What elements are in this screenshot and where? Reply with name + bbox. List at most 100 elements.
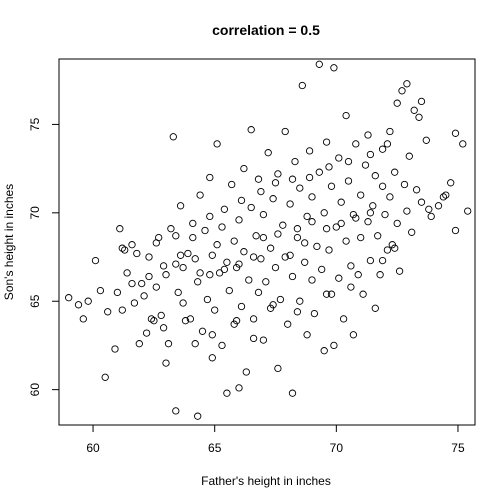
data-points bbox=[65, 60, 472, 420]
data-point bbox=[405, 152, 413, 160]
data-point bbox=[128, 279, 136, 288]
data-point bbox=[386, 127, 394, 136]
data-point bbox=[271, 263, 280, 272]
data-point bbox=[320, 347, 328, 355]
data-point bbox=[147, 315, 156, 323]
data-point bbox=[417, 198, 426, 206]
data-point bbox=[369, 202, 377, 210]
data-point bbox=[342, 111, 350, 120]
data-point bbox=[252, 232, 260, 240]
data-point bbox=[374, 232, 382, 240]
data-point bbox=[176, 251, 185, 259]
data-point bbox=[194, 412, 202, 420]
data-point bbox=[254, 175, 263, 183]
data-point bbox=[393, 99, 401, 107]
data-point bbox=[113, 288, 122, 297]
data-point bbox=[274, 170, 282, 178]
data-point bbox=[123, 269, 131, 277]
data-point bbox=[381, 210, 389, 219]
data-point bbox=[337, 219, 345, 228]
data-point bbox=[400, 180, 409, 189]
data-point bbox=[228, 180, 236, 189]
data-point bbox=[378, 256, 387, 265]
data-point bbox=[308, 276, 316, 284]
data-point bbox=[116, 225, 124, 233]
data-point bbox=[391, 168, 399, 176]
x-tick-label: 75 bbox=[451, 441, 465, 455]
data-point bbox=[347, 262, 355, 270]
data-point bbox=[371, 172, 379, 180]
data-point bbox=[179, 299, 187, 307]
x-axis: 60 65 70 75 bbox=[86, 424, 465, 455]
data-point bbox=[157, 311, 165, 320]
data-point bbox=[291, 157, 299, 166]
data-point bbox=[249, 253, 258, 261]
data-point bbox=[145, 253, 153, 261]
plot-area-frame bbox=[58, 58, 476, 426]
data-point bbox=[223, 258, 231, 266]
data-point bbox=[74, 301, 83, 309]
data-point bbox=[320, 209, 328, 217]
data-point bbox=[378, 182, 387, 190]
data-point bbox=[152, 283, 160, 291]
data-point bbox=[118, 306, 126, 314]
data-point bbox=[189, 233, 197, 242]
data-point bbox=[398, 87, 406, 95]
data-point bbox=[249, 334, 258, 343]
data-point bbox=[150, 317, 158, 325]
y-tick-label: 60 bbox=[28, 383, 42, 397]
data-point bbox=[237, 302, 246, 311]
data-point bbox=[451, 226, 460, 235]
data-point bbox=[257, 187, 265, 196]
data-point bbox=[313, 242, 321, 251]
data-point bbox=[184, 249, 192, 258]
data-point bbox=[284, 320, 292, 328]
data-point bbox=[412, 186, 421, 194]
data-point bbox=[257, 255, 265, 263]
data-point bbox=[403, 80, 411, 88]
data-point bbox=[371, 304, 379, 312]
data-point bbox=[237, 196, 246, 205]
data-point bbox=[352, 214, 360, 222]
data-point bbox=[415, 113, 423, 121]
data-point bbox=[344, 177, 353, 185]
data-point bbox=[128, 241, 136, 249]
data-point bbox=[181, 317, 190, 325]
data-point bbox=[427, 212, 435, 221]
data-point bbox=[303, 331, 311, 339]
data-point bbox=[242, 368, 250, 376]
data-point bbox=[305, 173, 314, 182]
data-point bbox=[378, 145, 387, 153]
data-point bbox=[301, 239, 309, 247]
data-point bbox=[276, 295, 285, 304]
data-point bbox=[344, 157, 353, 166]
data-point bbox=[301, 258, 309, 266]
data-point bbox=[361, 161, 370, 169]
data-point bbox=[111, 345, 119, 353]
data-point bbox=[245, 276, 253, 284]
data-point bbox=[410, 106, 418, 114]
data-point bbox=[439, 193, 448, 201]
data-point bbox=[138, 279, 146, 288]
data-point bbox=[191, 340, 199, 348]
data-point bbox=[198, 327, 207, 335]
data-point bbox=[274, 230, 282, 238]
data-point bbox=[422, 136, 430, 144]
data-point bbox=[142, 329, 151, 337]
data-point bbox=[298, 81, 306, 90]
data-point bbox=[259, 210, 268, 219]
data-point bbox=[220, 265, 229, 274]
data-point bbox=[459, 140, 467, 148]
data-point bbox=[215, 269, 224, 277]
data-point bbox=[354, 271, 362, 279]
data-point bbox=[208, 331, 216, 339]
data-point bbox=[196, 191, 204, 199]
data-point bbox=[201, 226, 209, 235]
data-point bbox=[189, 219, 197, 228]
data-point bbox=[296, 184, 304, 192]
data-point bbox=[339, 315, 348, 323]
data-point bbox=[383, 140, 392, 148]
data-point bbox=[342, 237, 350, 245]
data-point bbox=[269, 195, 277, 203]
data-point bbox=[162, 359, 170, 367]
